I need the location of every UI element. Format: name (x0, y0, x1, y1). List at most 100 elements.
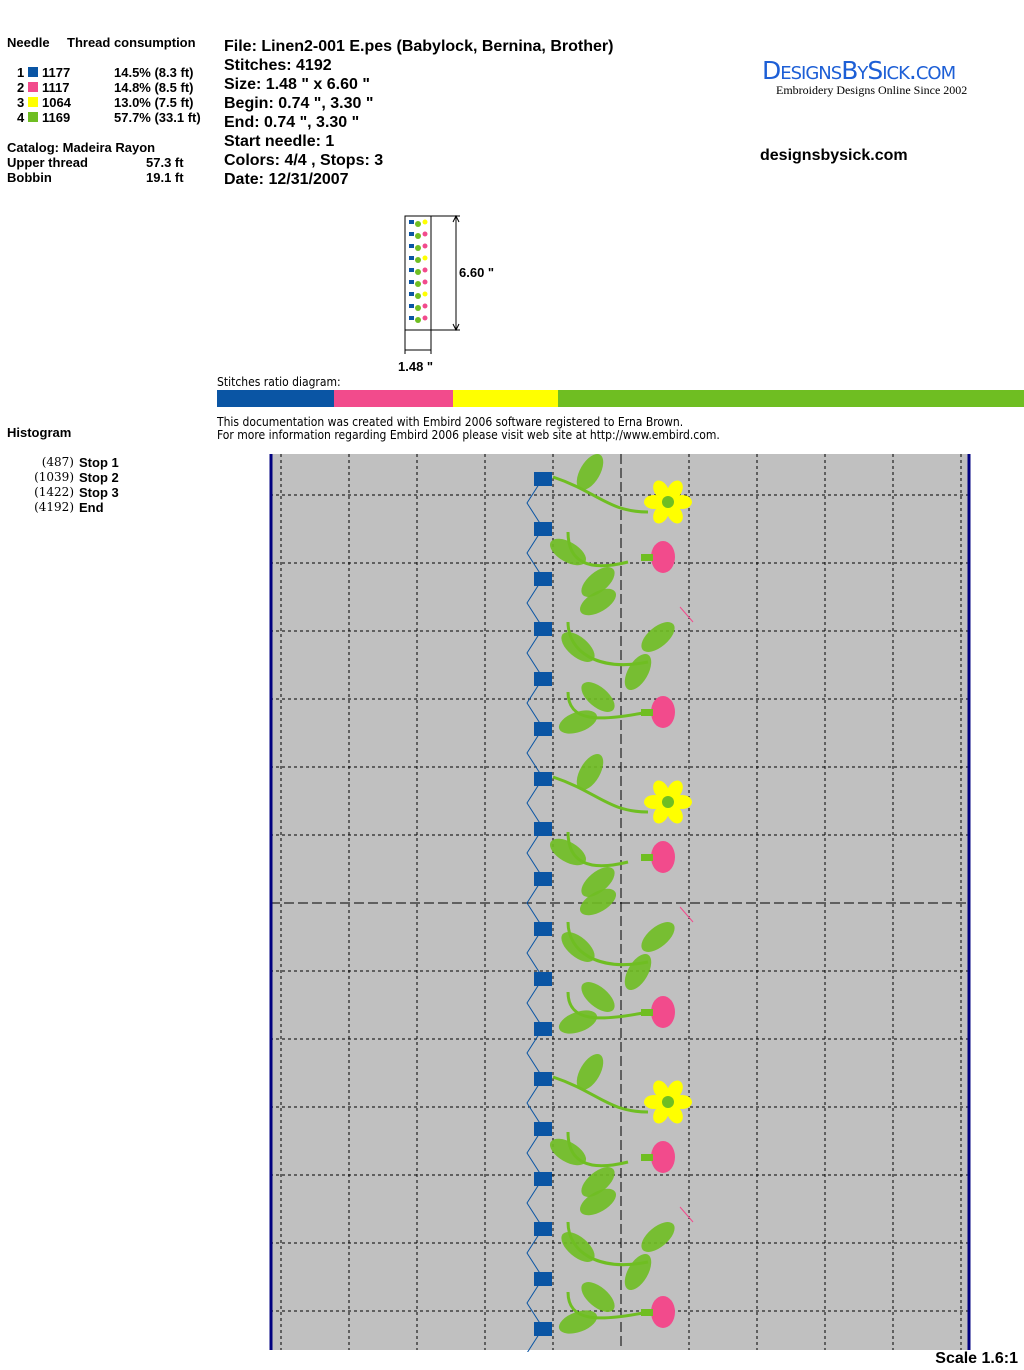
thread-code: 1117 (42, 80, 70, 95)
leaf (641, 622, 675, 652)
satin-block (534, 1222, 552, 1236)
pink-bud (651, 996, 675, 1028)
petal (644, 795, 664, 809)
needle-number: 3 (17, 95, 25, 110)
petal (653, 804, 669, 824)
motif-repeat (549, 1053, 694, 1334)
logo: DesignsBySick.com Embroidery Designs Onl… (762, 58, 992, 97)
jump-stitch (679, 606, 694, 623)
leaf (579, 888, 617, 916)
thumb-flower (422, 219, 428, 225)
satin-block (534, 1172, 552, 1186)
thumb-block (409, 244, 414, 248)
leaf (641, 1222, 675, 1252)
thumb-flower (422, 267, 428, 273)
thumb-leaf (415, 317, 421, 323)
upper-thread-label: Upper thread (7, 155, 88, 170)
thumb-leaf (415, 281, 421, 287)
satin-block (534, 472, 552, 486)
satin-block (534, 722, 552, 736)
thread-code: 1169 (42, 110, 71, 125)
leaf (576, 453, 604, 491)
thumb-block (409, 268, 414, 272)
histogram-title: Histogram (7, 425, 72, 440)
thumb-leaf (415, 233, 421, 239)
design-preview (269, 453, 971, 1352)
satin-block (534, 1022, 552, 1036)
flower-center (662, 1096, 674, 1108)
satin-block (534, 522, 552, 536)
petal (667, 480, 683, 500)
petal (672, 795, 692, 809)
stop-label: Stop 1 (79, 455, 119, 470)
bud-stem (641, 1154, 653, 1161)
thumb-flower (422, 255, 428, 261)
needle-header: Needle (7, 35, 50, 50)
motif-repeat (549, 453, 694, 734)
leaf (581, 567, 615, 597)
stitch-count: (1039) (34, 470, 74, 484)
thread-consumption: 13.0% (7.5 ft) (114, 95, 194, 110)
leaf (579, 588, 617, 616)
needle-number: 4 (17, 110, 25, 125)
pink-bud (651, 541, 675, 573)
leaf (581, 1167, 615, 1197)
petal (653, 1080, 669, 1100)
website: designsbysick.com (760, 147, 908, 164)
leaf (581, 867, 615, 897)
design-size: Size: 1.48 " x 6.60 " (224, 76, 370, 93)
flower-center (662, 496, 674, 508)
satin-block (534, 772, 552, 786)
bud-stem (641, 554, 653, 561)
thumb-flower (422, 303, 428, 309)
leaf (549, 838, 587, 866)
leaf (558, 1010, 598, 1034)
thread-code: 1177 (42, 65, 71, 80)
thumb-flower (422, 291, 428, 297)
catalog-label: Catalog: Madeira Rayon (7, 140, 156, 155)
leaf (641, 922, 675, 952)
leaf (576, 1053, 604, 1091)
thumb-flower (422, 243, 428, 249)
note-line-1: This documentation was created with Embi… (217, 415, 684, 429)
thread-consumption: 14.8% (8.5 ft) (114, 80, 194, 95)
leaf (624, 953, 652, 991)
jump-stitch (679, 906, 694, 923)
color-swatch (28, 82, 38, 92)
leaf (581, 682, 615, 712)
petal (653, 1104, 669, 1124)
thumb-block (409, 256, 414, 260)
leaf (624, 653, 652, 691)
thumb-block (409, 292, 414, 296)
petal (667, 804, 683, 824)
leaf (581, 1282, 615, 1312)
end-position: End: 0.74 ", 3.30 " (224, 114, 360, 131)
color-swatch (28, 97, 38, 107)
thread-consumption: 57.7% (33.1 ft) (114, 110, 201, 125)
petal (653, 504, 669, 524)
motif-repeat (549, 753, 694, 1034)
thumb-leaf (415, 245, 421, 251)
height-dimension: 6.60 " (459, 265, 495, 280)
leaf (561, 932, 595, 962)
petal (667, 780, 683, 800)
thumb-leaf (415, 305, 421, 311)
petal (644, 1095, 664, 1109)
note-line-2: For more information regarding Embird 20… (217, 428, 720, 442)
petal (672, 495, 692, 509)
color-swatch (28, 67, 38, 77)
stop-label: End (79, 500, 104, 515)
petal (667, 504, 683, 524)
needle-number: 1 (17, 65, 25, 80)
ratio-segment (558, 390, 1024, 407)
file-name: File: Linen2-001 E.pes (Babylock, Bernin… (224, 38, 614, 55)
satin-block (534, 672, 552, 686)
flower-center (662, 796, 674, 808)
thread-consumption-header: Thread consumption (67, 35, 196, 50)
leaf (561, 1232, 595, 1262)
stitch-count: Stitches: 4192 (224, 57, 332, 74)
stitch-count: (4192) (34, 500, 74, 514)
thumb-leaf (415, 257, 421, 263)
thumb-leaf (415, 269, 421, 275)
thumb-flower (422, 279, 428, 285)
